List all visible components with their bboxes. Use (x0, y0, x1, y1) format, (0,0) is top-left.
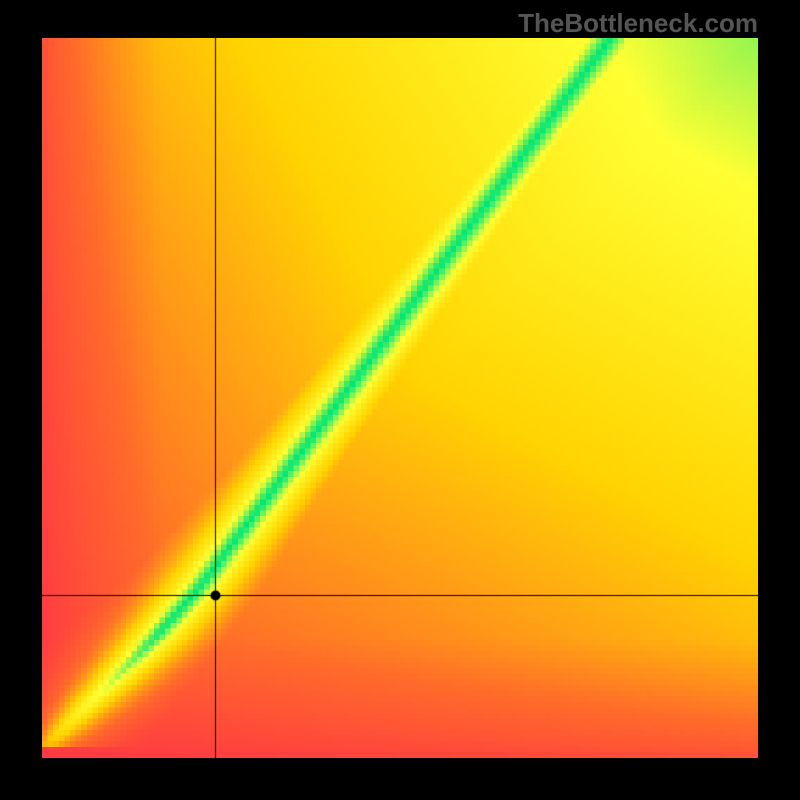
watermark-text: TheBottleneck.com (518, 8, 758, 39)
crosshair-overlay (42, 38, 758, 758)
